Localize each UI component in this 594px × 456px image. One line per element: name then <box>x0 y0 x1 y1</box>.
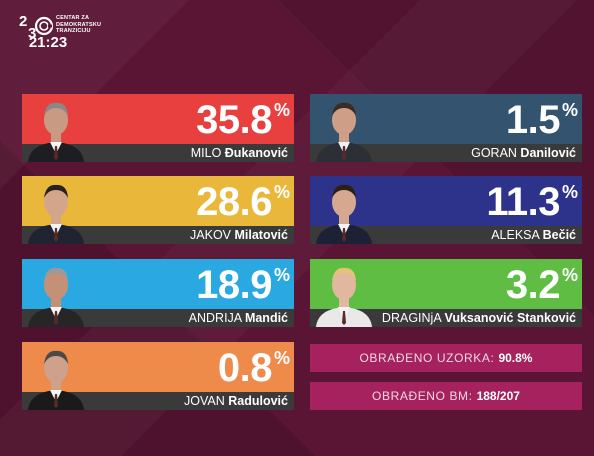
processed-polling-stations-bar: OBRAĐENO BM: 188/207 <box>310 382 582 410</box>
clock: 21:23 <box>28 34 68 51</box>
candidate-photo <box>314 176 374 244</box>
svg-text:3: 3 <box>28 25 36 42</box>
percent-sign: % <box>273 348 290 368</box>
candidate-last-name: Vuksanović Stanković <box>444 311 576 325</box>
candidate-percentage: 28.6 <box>196 180 272 224</box>
candidate-first-name: GORAN <box>471 146 517 160</box>
candidate-name-bar <box>310 226 582 244</box>
logo-line: DEMOKRATSKU <box>56 21 102 28</box>
cdt-logo: 2 3 CENTAR ZA DEMOKRATSKU TRANZICIJU <box>18 12 128 64</box>
cdt-logo-mark-icon: 2 3 <box>18 12 54 42</box>
candidate-card: 35.8 % MILO Đukanović <box>22 94 294 162</box>
percent-sign: % <box>273 182 290 202</box>
candidate-name: ALEKSA Bečić <box>491 228 576 243</box>
candidate-name: JOVAN Radulović <box>184 394 288 409</box>
candidate-photo <box>26 176 86 244</box>
percent-sign: % <box>273 100 290 120</box>
candidate-name-bar <box>310 144 582 162</box>
candidate-last-name: Mandić <box>244 311 288 325</box>
logo-line: TRANZICIJU <box>56 28 91 34</box>
candidate-percentage: 3.2 <box>505 263 561 307</box>
candidate-name-bar <box>22 309 294 327</box>
candidate-first-name: ALEKSA <box>491 228 540 242</box>
candidate-percentage: 0.8 <box>217 346 273 390</box>
percent-sign: % <box>561 265 578 285</box>
candidate-photo <box>26 259 86 327</box>
candidate-photo <box>314 259 374 327</box>
percent-sign: % <box>561 100 578 120</box>
candidate-name: JAKOV Milatović <box>190 228 288 243</box>
candidate-name: DRAGINjA Vuksanović Stanković <box>382 311 576 326</box>
candidate-first-name: ANDRIJA <box>188 311 242 325</box>
candidate-percentage: 11.3 <box>486 180 560 224</box>
candidate-last-name: Radulović <box>228 394 288 408</box>
processed-sample-label: OBRAĐENO UZORKA: <box>359 351 495 365</box>
candidate-name: GORAN Danilović <box>471 146 576 161</box>
candidate-card: 11.3 % ALEKSA Bečić <box>310 176 582 244</box>
svg-text:2: 2 <box>19 13 27 30</box>
candidate-card: 1.5 % GORAN Danilović <box>310 94 582 162</box>
candidate-card: 3.2 % DRAGINjA Vuksanović Stanković <box>310 259 582 327</box>
candidate-last-name: Milatović <box>234 228 289 242</box>
candidate-percentage: 1.5 <box>505 98 561 142</box>
candidate-name-bar <box>310 309 582 327</box>
candidate-card: 18.9 % ANDRIJA Mandić <box>22 259 294 327</box>
candidate-card: 28.6 % JAKOV Milatović <box>22 176 294 244</box>
candidate-first-name: DRAGINjA <box>381 311 441 325</box>
processed-sample-bar: OBRAĐENO UZORKA: 90.8% <box>310 344 582 372</box>
candidate-first-name: JAKOV <box>190 228 232 242</box>
candidate-last-name: Bečić <box>542 228 576 242</box>
candidate-photo <box>314 94 374 162</box>
candidate-photo <box>26 94 86 162</box>
candidate-card: 0.8 % JOVAN Radulović <box>22 342 294 410</box>
percent-sign: % <box>561 182 578 202</box>
candidate-first-name: MILO <box>190 146 222 160</box>
candidate-name-bar <box>22 144 294 162</box>
candidate-last-name: Danilović <box>520 146 576 160</box>
candidate-photo <box>26 342 86 410</box>
candidate-percentage: 35.8 <box>196 98 272 142</box>
processed-bm-value: 188/207 <box>476 389 520 403</box>
candidate-name-bar <box>22 392 294 410</box>
percent-sign: % <box>273 265 290 285</box>
candidate-name: ANDRIJA Mandić <box>189 311 288 326</box>
logo-line: CENTAR ZA <box>56 15 90 21</box>
processed-bm-label: OBRAĐENO BM: <box>372 389 473 403</box>
candidate-first-name: JOVAN <box>184 394 225 408</box>
processed-sample-value: 90.8% <box>498 351 533 365</box>
cdt-logo-text: CENTAR ZA DEMOKRATSKU TRANZICIJU <box>56 15 126 35</box>
candidate-percentage: 18.9 <box>196 263 272 307</box>
candidate-name: MILO Đukanović <box>191 146 288 161</box>
candidate-name-bar <box>22 226 294 244</box>
candidate-last-name: Đukanović <box>224 146 288 160</box>
